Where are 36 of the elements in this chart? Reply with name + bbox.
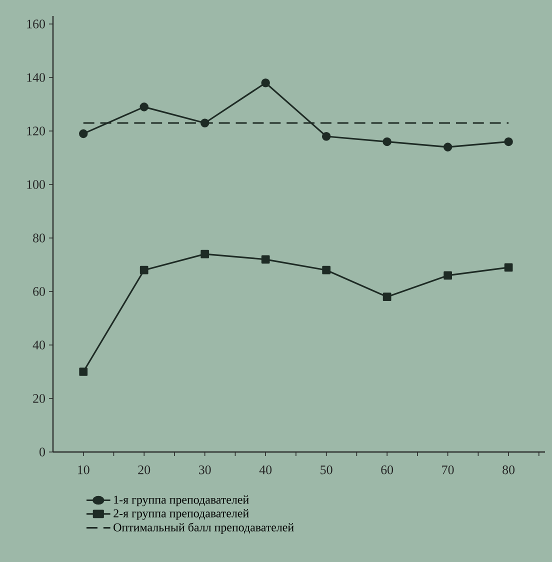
point — [200, 250, 210, 258]
point — [78, 129, 88, 138]
y-tick-label: 60 — [33, 287, 46, 296]
legend-label: Оптимальный балл преподавателей — [114, 522, 294, 534]
x-tick-label: 10 — [78, 465, 90, 474]
point — [322, 266, 331, 274]
point — [322, 132, 331, 141]
point — [261, 78, 270, 88]
x-tick-label: 30 — [199, 465, 211, 474]
point — [200, 118, 210, 128]
y-tick-label: 40 — [32, 340, 46, 350]
point — [140, 102, 148, 112]
legend-label: 2-я группа преподавателей — [114, 509, 249, 520]
point — [444, 271, 452, 280]
y-tick-label: 80 — [33, 234, 46, 242]
y-tick-label: 140 — [27, 73, 45, 82]
point — [504, 263, 513, 272]
point — [382, 137, 392, 146]
point — [79, 368, 88, 376]
point — [382, 292, 392, 302]
x-tick-label: 70 — [442, 465, 454, 474]
y-tick-label: 0 — [40, 448, 46, 456]
y-tick-label: 160 — [27, 20, 45, 28]
legend-label: 1-я группа преподавателей — [114, 495, 249, 506]
x-tick-label: 80 — [502, 465, 515, 474]
x-tick-label: 50 — [320, 465, 332, 474]
y-tick-label: 100 — [27, 180, 45, 189]
x-tick-label: 60 — [381, 465, 394, 474]
y-tick-label: 20 — [33, 394, 46, 403]
point — [261, 255, 270, 264]
point — [504, 137, 513, 146]
y-tick-label: 120 — [27, 126, 45, 136]
point — [443, 142, 452, 152]
x-tick-label: 40 — [259, 465, 272, 474]
point — [140, 266, 148, 274]
x-tick-label: 20 — [138, 465, 150, 474]
